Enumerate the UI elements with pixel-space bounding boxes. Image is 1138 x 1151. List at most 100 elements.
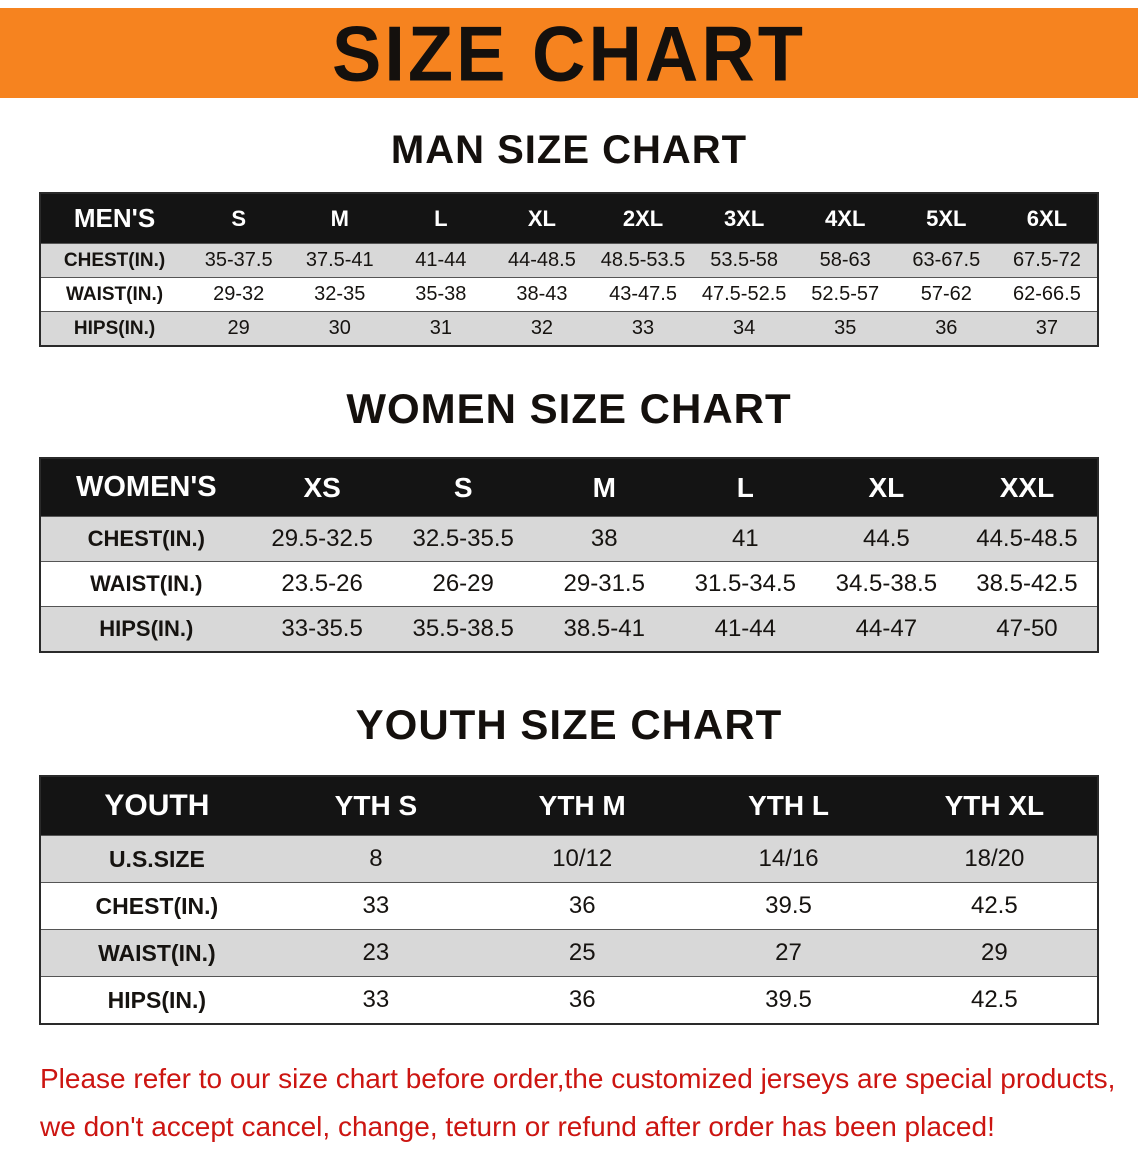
- youth-section: YOUTH SIZE CHART YOUTH YTH S YTH M YTH L…: [0, 703, 1138, 1025]
- table-cell: 33: [362, 892, 390, 919]
- table-cell: 37: [1035, 317, 1059, 339]
- table-cell: 30: [328, 317, 351, 339]
- youth-header-row: YOUTH YTH S YTH M YTH L YTH XL: [40, 776, 1098, 836]
- table-cell: 43-47.5: [609, 283, 677, 305]
- youth-size-col: YTH L: [685, 776, 892, 836]
- table-cell: 36: [568, 892, 596, 919]
- table-cell: 33: [631, 317, 655, 339]
- table-cell: 58-63: [819, 249, 871, 271]
- table-cell: 29-32: [213, 283, 265, 305]
- youth-size-table: YOUTH YTH S YTH M YTH L YTH XL U.S.SIZE …: [39, 775, 1099, 1025]
- youth-hips-row: HIPS(IN.) 33 36 39.5 42.5: [40, 976, 1098, 1024]
- row-label: CHEST(IN.): [63, 249, 166, 271]
- table-cell: 27: [775, 939, 802, 966]
- table-cell: 48.5-53.5: [600, 249, 686, 271]
- youth-table-title: YOUTH: [40, 776, 273, 836]
- table-cell: 29-31.5: [563, 570, 645, 597]
- table-cell: 34: [733, 317, 756, 339]
- men-table-title: MEN'S: [40, 193, 189, 244]
- table-cell: 38-43: [516, 283, 568, 305]
- table-cell: 34.5-38.5: [835, 570, 938, 597]
- disclaimer-note: Please refer to our size chart before or…: [40, 1055, 1138, 1151]
- table-cell: 35.5-38.5: [412, 615, 514, 642]
- table-cell: 31: [429, 317, 452, 339]
- table-cell: 36: [568, 986, 596, 1013]
- women-waist-row: WAIST(IN.) 23.5-26 26-29 29-31.5 31.5-34…: [40, 561, 1098, 607]
- men-section: MAN SIZE CHART MEN'S S M L XL 2XL 3XL 4X…: [0, 128, 1138, 347]
- row-label: HIPS(IN.): [107, 986, 207, 1013]
- table-cell: 23: [362, 939, 390, 966]
- size-chart-banner: SIZE CHART: [0, 8, 1138, 98]
- row-label: CHEST(IN.): [95, 892, 219, 919]
- women-size-table: WOMEN'S XS S M L XL XXL CHEST(IN.) 29.5-…: [39, 457, 1099, 653]
- row-label: U.S.SIZE: [108, 845, 205, 872]
- table-cell: 35-37.5: [204, 249, 273, 271]
- table-cell: 32: [530, 317, 554, 339]
- men-size-col: S: [188, 193, 290, 244]
- men-size-col: 5XL: [895, 193, 997, 244]
- youth-size-col: YTH M: [479, 776, 686, 836]
- men-size-col: M: [289, 193, 391, 244]
- youth-size-col: YTH S: [272, 776, 480, 836]
- table-cell: 38: [590, 525, 618, 552]
- table-cell: 47-50: [996, 615, 1058, 642]
- table-cell: 36: [935, 317, 958, 339]
- table-cell: 31.5-34.5: [694, 570, 797, 597]
- men-size-col: L: [390, 193, 492, 244]
- youth-heading: YOUTH SIZE CHART: [355, 701, 783, 748]
- table-cell: 14/16: [758, 845, 819, 872]
- men-waist-row: WAIST(IN.) 29-32 32-35 35-38 38-43 43-47…: [40, 277, 1098, 312]
- table-cell: 18/20: [964, 845, 1025, 872]
- men-chest-row: CHEST(IN.) 35-37.5 37.5-41 41-44 44-48.5…: [40, 243, 1098, 278]
- table-cell: 26-29: [432, 570, 494, 597]
- men-size-col: 3XL: [693, 193, 795, 244]
- banner-title: SIZE CHART: [332, 9, 806, 97]
- women-size-col: S: [392, 458, 534, 517]
- women-section: WOMEN SIZE CHART WOMEN'S XS S M L XL XXL…: [0, 387, 1138, 653]
- youth-size-col: YTH XL: [891, 776, 1098, 836]
- table-cell: 25: [568, 939, 596, 966]
- table-cell: 33: [362, 986, 390, 1013]
- table-cell: 38.5-41: [563, 615, 645, 642]
- men-heading: MAN SIZE CHART: [390, 128, 748, 172]
- women-chest-row: CHEST(IN.) 29.5-32.5 32.5-35.5 38 41 44.…: [40, 516, 1098, 562]
- disclaimer-line-2: we don't accept cancel, change, teturn o…: [40, 1111, 995, 1142]
- table-cell: 32.5-35.5: [412, 525, 514, 552]
- disclaimer-line-1: Please refer to our size chart before or…: [40, 1063, 1116, 1094]
- women-size-col: L: [674, 458, 816, 517]
- youth-ussize-row: U.S.SIZE 8 10/12 14/16 18/20: [40, 835, 1098, 883]
- men-header-row: MEN'S S M L XL 2XL 3XL 4XL 5XL 6XL: [40, 193, 1098, 244]
- row-label: HIPS(IN.): [99, 616, 194, 641]
- table-cell: 35-38: [415, 283, 467, 305]
- table-cell: 33-35.5: [281, 615, 363, 642]
- table-cell: 32-35: [314, 283, 366, 305]
- women-header-row: WOMEN'S XS S M L XL XXL: [40, 458, 1098, 517]
- youth-chest-row: CHEST(IN.) 33 36 39.5 42.5: [40, 882, 1098, 930]
- table-cell: 37.5-41: [305, 249, 374, 271]
- table-cell: 52.5-57: [811, 283, 880, 305]
- women-size-col: M: [533, 458, 675, 517]
- table-cell: 38.5-42.5: [976, 570, 1078, 597]
- women-size-col: XL: [815, 458, 957, 517]
- table-cell: 39.5: [765, 986, 812, 1013]
- table-cell: 23.5-26: [281, 570, 363, 597]
- row-label: CHEST(IN.): [87, 526, 205, 551]
- table-cell: 44.5: [863, 525, 910, 552]
- table-cell: 44-48.5: [508, 249, 576, 271]
- table-cell: 29: [980, 939, 1008, 966]
- table-cell: 57-62: [920, 283, 972, 305]
- table-cell: 29: [227, 317, 250, 339]
- row-label: WAIST(IN.): [66, 283, 164, 305]
- table-cell: 8: [369, 845, 383, 872]
- row-label: WAIST(IN.): [90, 571, 203, 596]
- men-size-col: 6XL: [996, 193, 1098, 244]
- men-hips-row: HIPS(IN.) 29 30 31 32 33 34 35 36 37: [40, 311, 1098, 346]
- table-cell: 29.5-32.5: [271, 525, 373, 552]
- men-size-col: XL: [491, 193, 593, 244]
- table-cell: 39.5: [765, 892, 812, 919]
- women-size-col: XS: [251, 458, 393, 517]
- table-cell: 44-47: [855, 615, 918, 642]
- table-cell: 35: [834, 317, 857, 339]
- table-cell: 41-44: [415, 249, 467, 271]
- table-cell: 41-44: [714, 615, 776, 642]
